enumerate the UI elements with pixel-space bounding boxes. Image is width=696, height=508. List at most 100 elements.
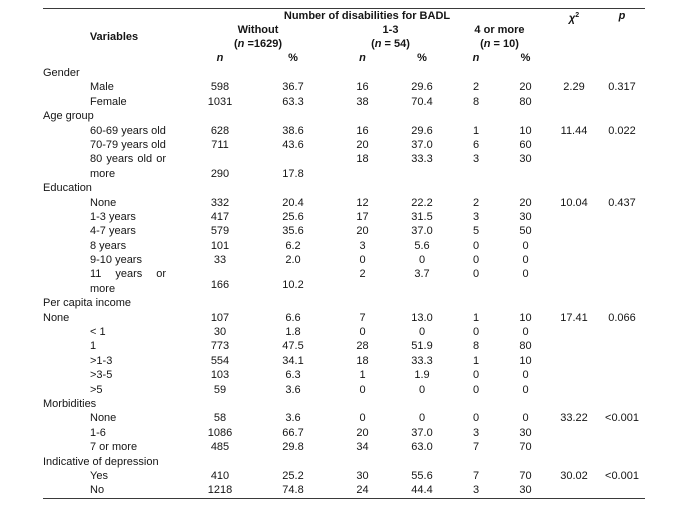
cell-pct-without: 43.6 (282, 138, 304, 151)
cell-pct-4plus: 0 (522, 383, 529, 396)
cell-pct-without: 36.7 (282, 81, 304, 94)
cell-n-4plus: 8 (472, 95, 480, 108)
group-header-1-3: 1-3 (n = 54) (331, 23, 450, 51)
cell-n-1to3: 2 (359, 268, 366, 281)
cell-pct-4plus: 0 (522, 412, 529, 425)
cell-pct-without (255, 152, 331, 166)
cell-n-without: 290 (210, 167, 230, 180)
cell-pct-without: 47.5 (282, 340, 304, 353)
subheader-n-1-3: n (359, 52, 366, 64)
cell-pct-4plus: 30 (519, 426, 532, 439)
cell-chi2 (549, 383, 599, 397)
row-label: 9-10 years (90, 254, 142, 267)
cell-p (599, 267, 645, 281)
row-label: 80 years old or (90, 153, 166, 166)
cell-pct-without: 38.6 (282, 124, 304, 137)
cell-pct-4plus: 60 (519, 138, 532, 151)
cell-pct-1to3: 0 (418, 383, 426, 396)
cell-pct-1to3 (394, 167, 450, 181)
table-row: more 290 17.8 (43, 167, 645, 181)
cell-n-without: 410 (210, 469, 230, 482)
cell-n-1to3: 20 (356, 225, 369, 238)
cell-pct-1to3: 0 (418, 254, 426, 267)
group-label: 4 or more (474, 24, 525, 36)
cell-pct-4plus: 70 (519, 441, 532, 454)
table-row: 8 years 101 6.2 3 5.6 0 0 (43, 239, 645, 253)
cell-n-without: 59 (213, 383, 227, 396)
group-header-without: Without (n =1629) (185, 23, 331, 51)
row-label: No (90, 484, 105, 497)
table-row: Morbidities (43, 397, 645, 411)
cell-n-1to3: 12 (356, 196, 369, 209)
cell-p (599, 239, 645, 253)
table-row: None 107 6.6 7 13.0 1 10 17.41 0.066 (43, 311, 645, 325)
cell-chi2 (549, 339, 599, 353)
cell-pct-1to3: 33.3 (411, 354, 433, 367)
group-n-count: (n =1629) (233, 38, 283, 50)
cell-pct-4plus: 10 (519, 354, 532, 367)
cell-pct-4plus: 80 (519, 95, 532, 108)
cell-pct-without: 34.1 (282, 354, 304, 367)
row-label: 1-6 (90, 426, 106, 439)
cell-n-4plus: 2 (472, 81, 480, 94)
row-label: more (90, 282, 116, 295)
row-label: 7 or more (90, 441, 138, 454)
table-row: Indicative of depression (43, 455, 645, 469)
cell-n-4plus: 0 (472, 412, 480, 425)
cell-n-4plus: 0 (472, 239, 480, 252)
table-row: 7 or more 485 29.8 34 63.0 7 70 (43, 440, 645, 454)
row-label: 11 years or (90, 268, 166, 281)
cell-p: <0.001 (605, 412, 639, 425)
cell-n-1to3 (331, 167, 394, 181)
cell-pct-without: 6.2 (285, 239, 301, 252)
cell-n-without: 579 (210, 225, 230, 238)
cell-p (599, 426, 645, 440)
table-row: 80 years old or 18 33.3 3 30 (43, 152, 645, 166)
section-title: Per capita income (43, 297, 132, 310)
cell-n-4plus: 1 (472, 354, 480, 367)
cell-pct-4plus (502, 167, 549, 181)
cell-pct-without: 2.0 (285, 254, 301, 267)
cell-pct-1to3 (394, 282, 450, 296)
cell-n-without: 1031 (207, 95, 233, 108)
cell-pct-4plus: 80 (519, 340, 532, 353)
cell-p: 0.437 (608, 196, 636, 209)
cell-pct-without: 25.6 (282, 210, 304, 223)
cell-pct-without: 20.4 (282, 196, 304, 209)
cell-pct-1to3: 51.9 (411, 340, 433, 353)
cell-pct-1to3: 5.6 (414, 239, 430, 252)
cell-pct-4plus: 0 (522, 239, 529, 252)
cell-n-without: 598 (210, 81, 230, 94)
cell-pct-4plus: 0 (522, 369, 529, 382)
cell-pct-1to3: 13.0 (411, 311, 433, 324)
table-row: more 166 10.2 (43, 279, 645, 296)
cell-p (599, 138, 645, 152)
cell-n-4plus: 1 (472, 311, 480, 324)
group-label: Without (237, 24, 279, 36)
cell-p (599, 383, 645, 397)
cell-n-without: 107 (210, 311, 230, 324)
cell-n-4plus: 0 (472, 369, 480, 382)
group-header-4-or-more: 4 or more (n = 10) (450, 23, 549, 51)
cell-n-4plus: 0 (472, 254, 480, 267)
cell-n-4plus (450, 282, 502, 296)
cell-chi2 (549, 483, 599, 497)
cell-pct-1to3: 33.3 (411, 153, 433, 166)
row-label: Male (90, 81, 114, 94)
cell-p (599, 339, 645, 353)
cell-chi2 (549, 239, 599, 253)
cell-n-4plus (450, 167, 502, 181)
chi-square-column-header: χ2 (549, 9, 599, 26)
row-label: < 1 (90, 326, 106, 339)
cell-chi2: 17.41 (560, 311, 588, 324)
cell-n-without: 1086 (207, 426, 233, 439)
section-title: Gender (43, 67, 80, 79)
table-header: Number of disabilities for BADL χ2 p Var… (43, 9, 645, 66)
cell-pct-1to3: 31.5 (411, 210, 433, 223)
cell-chi2 (549, 368, 599, 382)
cell-pct-4plus: 20 (519, 81, 532, 94)
cell-pct-without: 6.3 (285, 369, 301, 382)
cell-chi2: 11.44 (560, 124, 588, 137)
cell-p (599, 325, 645, 339)
